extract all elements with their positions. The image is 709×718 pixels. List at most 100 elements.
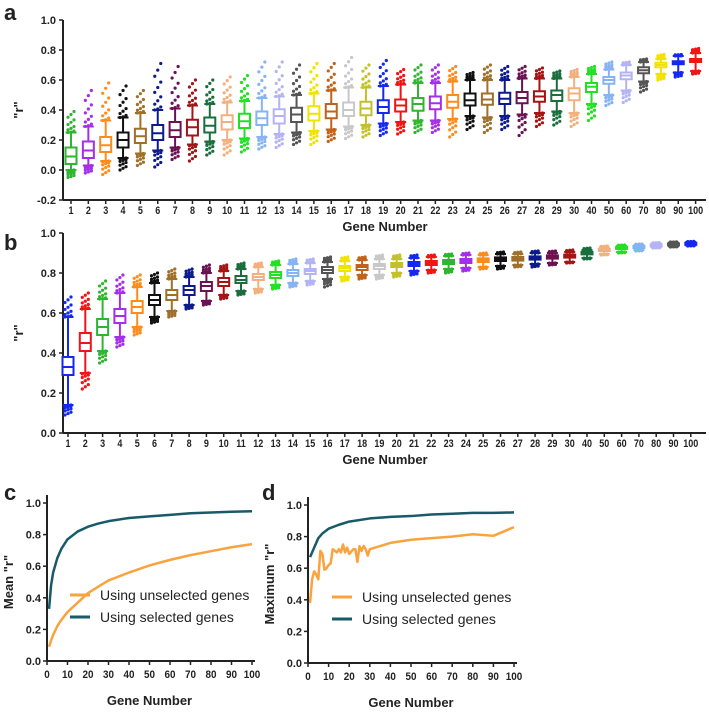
box-1 — [61, 295, 75, 417]
outlier-point — [347, 71, 351, 75]
outlier-point — [104, 111, 108, 115]
panel-label-a: a — [4, 0, 17, 25]
outlier-point — [624, 91, 628, 95]
outlier-point — [378, 129, 382, 133]
outlier-point — [63, 413, 67, 417]
outlier-point — [153, 90, 157, 94]
box-6 — [148, 271, 161, 325]
outlier-point — [465, 118, 469, 122]
outlier-point — [239, 262, 243, 266]
outlier-point — [471, 73, 475, 78]
outlier-point — [357, 277, 361, 281]
box-29 — [545, 249, 559, 267]
outlier-point — [329, 130, 333, 134]
outlier-point — [184, 272, 188, 276]
outlier-point — [187, 100, 192, 104]
x-tick-label: 11 — [240, 205, 250, 217]
outlier-point — [485, 118, 489, 123]
outlier-point — [271, 260, 275, 264]
outlier-point — [225, 79, 229, 83]
box-90 — [671, 52, 685, 79]
outlier-point — [170, 101, 174, 105]
outlier-point — [357, 256, 361, 260]
outlier-point — [297, 139, 302, 143]
outlier-point — [274, 145, 278, 150]
outlier-point — [242, 292, 246, 296]
outlier-point — [274, 140, 278, 144]
y-tick-label: 0.6 — [287, 563, 302, 575]
outlier-point — [138, 328, 142, 332]
outlier-point — [83, 111, 87, 115]
x-tick-label: 2 — [83, 438, 88, 450]
outlier-point — [485, 128, 489, 132]
outlier-point — [448, 135, 452, 139]
outlier-point — [572, 114, 576, 118]
outlier-point — [517, 72, 521, 76]
outlier-point — [107, 164, 111, 168]
outlier-point — [326, 139, 330, 144]
outlier-point — [604, 96, 608, 100]
outlier-point — [430, 79, 434, 83]
outlier-point — [344, 74, 348, 78]
outlier-point — [610, 63, 614, 67]
outlier-point — [558, 115, 562, 119]
outlier-point — [399, 130, 403, 134]
outlier-point — [121, 342, 125, 346]
outlier-point — [297, 63, 302, 67]
outlier-point — [124, 113, 128, 118]
outlier-point — [260, 89, 264, 93]
outlier-point — [245, 142, 250, 146]
outlier-point — [291, 258, 295, 262]
outlier-point — [207, 269, 211, 273]
outlier-point — [121, 158, 125, 162]
outlier-point — [396, 72, 400, 76]
outlier-point — [592, 114, 597, 118]
outlier-point — [294, 87, 299, 91]
outlier-point — [624, 94, 628, 98]
x-tick-label: 24 — [465, 205, 475, 217]
outlier-point — [500, 73, 504, 77]
outlier-point — [381, 124, 385, 128]
outlier-point — [190, 270, 194, 274]
outlier-point — [138, 273, 142, 277]
outlier-point — [451, 72, 455, 76]
x-tick-label: 8 — [190, 205, 195, 217]
outlier-point — [170, 272, 174, 276]
outlier-point — [153, 102, 157, 106]
box-13 — [269, 259, 283, 291]
outlier-point — [378, 74, 382, 78]
outlier-point — [569, 115, 573, 119]
outlier-point — [236, 293, 240, 297]
outlier-point — [121, 286, 125, 290]
outlier-point — [552, 74, 556, 78]
outlier-point — [259, 261, 263, 265]
outlier-point — [89, 169, 93, 173]
outlier-point — [63, 307, 67, 312]
outlier-point — [104, 286, 108, 290]
panel-label-d: d — [262, 480, 275, 505]
outlier-point — [641, 88, 646, 93]
outlier-point — [344, 128, 348, 132]
outlier-point — [228, 85, 232, 89]
outlier-point — [374, 254, 378, 258]
y-tick-label: 0.4 — [41, 348, 57, 360]
outlier-point — [86, 93, 90, 98]
outlier-point — [104, 170, 108, 175]
outlier-point — [170, 76, 174, 80]
outlier-point — [225, 151, 229, 155]
outlier-point — [101, 293, 105, 298]
outlier-point — [328, 255, 333, 259]
outlier-point — [101, 163, 105, 167]
y-tick-label: 1.0 — [287, 500, 302, 512]
outlier-point — [260, 137, 264, 141]
outlier-point — [219, 265, 223, 269]
outlier-point — [381, 79, 385, 83]
outlier-point — [101, 281, 105, 286]
outlier-point — [326, 135, 330, 139]
outlier-point — [381, 127, 385, 131]
outlier-point — [555, 70, 559, 74]
outlier-point — [138, 157, 142, 161]
outlier-point — [135, 102, 139, 107]
outlier-point — [98, 284, 102, 288]
outlier-point — [291, 89, 296, 93]
